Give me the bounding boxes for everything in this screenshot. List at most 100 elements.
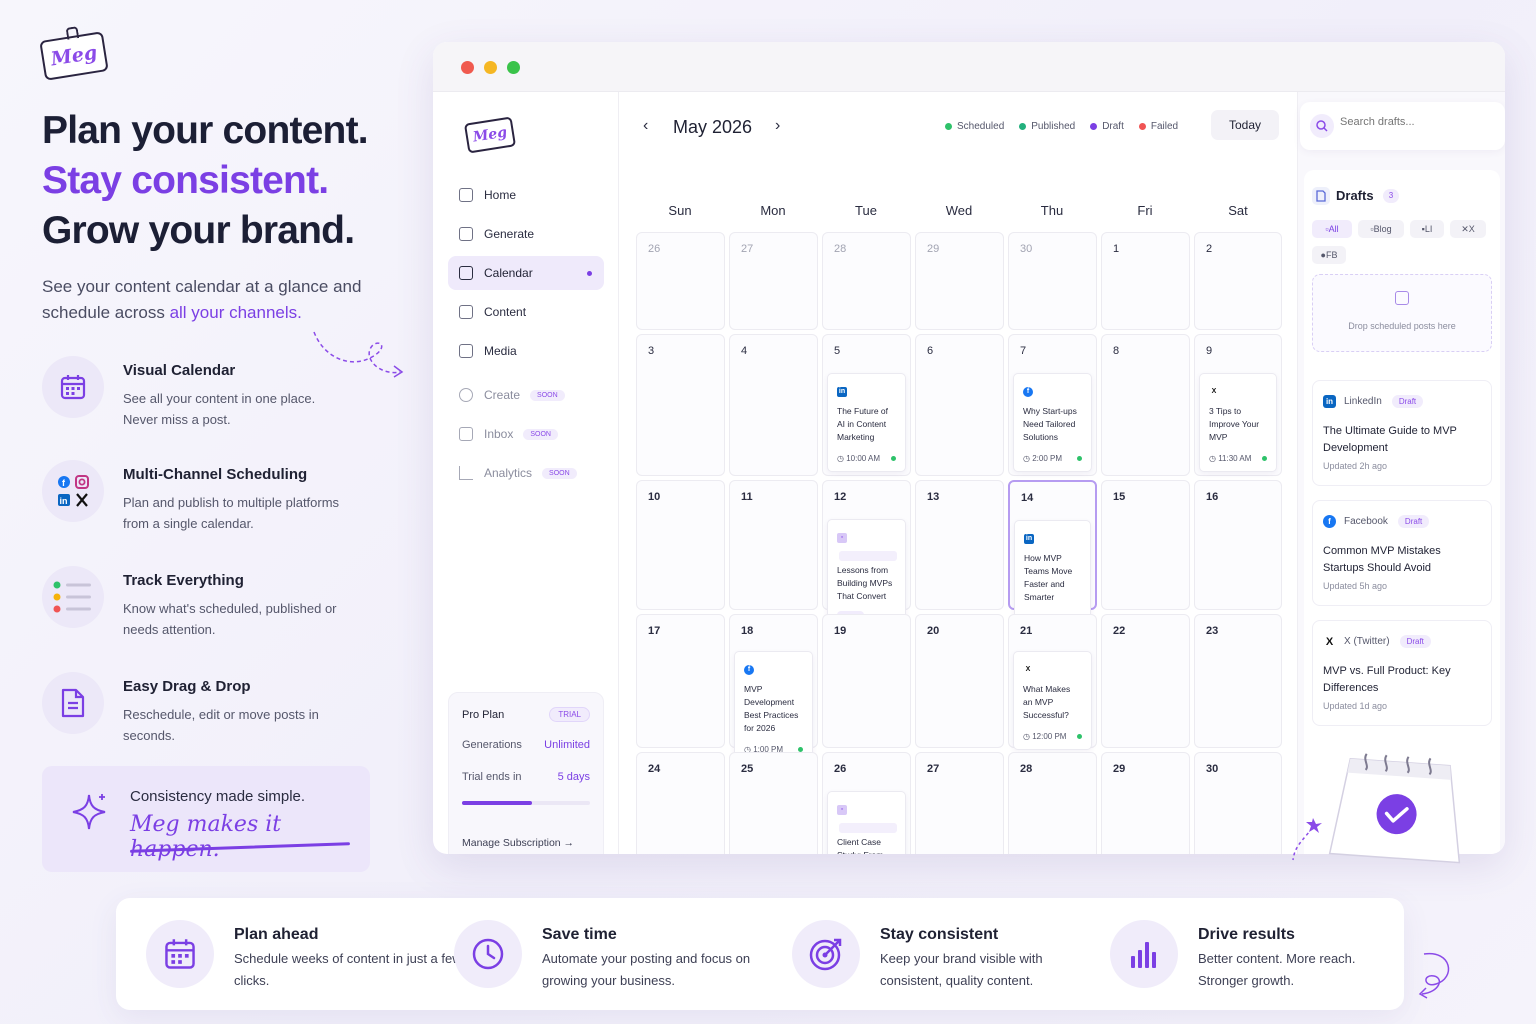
maximize-window-button[interactable] (507, 61, 520, 74)
search-box (1300, 102, 1505, 150)
sidebar-item-home[interactable]: Home (448, 178, 604, 212)
post-card[interactable]: X 3 Tips to Improve Your MVP ◷ 11:30 AM (1199, 373, 1277, 472)
calendar-day-cell[interactable]: 4 (729, 334, 818, 476)
hero-line-3: Grow your brand. (42, 209, 355, 252)
post-time: ◷ 11:30 AM (1209, 452, 1267, 465)
calendar-day-cell[interactable]: 16 (1194, 480, 1282, 610)
filter-x[interactable]: ✕ X (1450, 220, 1486, 238)
legend-label: Published (1031, 121, 1076, 132)
sidebar-item-content[interactable]: Content (448, 295, 604, 329)
platform-icon: X (1325, 635, 1334, 648)
calendar-day-cell[interactable]: 29 (1101, 752, 1190, 854)
day-number: 21 (1020, 625, 1033, 637)
manage-subscription-link[interactable]: Manage Subscription → (462, 837, 575, 849)
status-list-icon (42, 566, 104, 628)
calendar-day-cell[interactable]: 25 (729, 752, 818, 854)
post-card[interactable]: X What Makes an MVP Successful? ◷ 12:00 PM (1013, 651, 1092, 750)
calendar-day-cell[interactable]: 7 f Why Start-ups Need Tailored Solutions ◷… (1008, 334, 1097, 476)
sidebar-item-media[interactable]: Media (448, 334, 604, 368)
content-icon (459, 305, 473, 319)
calendar-day-cell[interactable]: 18 f MVP Development Best Practices for 20… (729, 614, 818, 763)
calendar-day-cell[interactable]: 27 (915, 752, 1004, 854)
calendar-icon (1395, 291, 1409, 305)
draft-card[interactable]: in LinkedIn Draft The Ultimate Guide to MVP… (1312, 380, 1492, 486)
day-number: 5 (834, 345, 841, 357)
feature-title: Multi-Channel Scheduling (123, 466, 308, 483)
linkedin-icon: in (837, 386, 847, 397)
draft-placeholder-bar (839, 822, 897, 833)
sidebar-item-analytics[interactable]: Analytics SOON (448, 456, 604, 490)
close-window-button[interactable] (461, 61, 474, 74)
calendar-day-cell[interactable]: 2 (1194, 232, 1282, 330)
legend-label: Scheduled (957, 121, 1005, 132)
calendar-day-cell[interactable]: 26▫Client Case Study: From Idea to MVPDr… (822, 752, 911, 854)
calendar-day-cell[interactable]: 1 (1101, 232, 1190, 330)
filter-blog[interactable]: ▫ Blog (1358, 220, 1404, 238)
prev-month-button[interactable]: ‹ (643, 117, 649, 134)
sidebar-item-calendar[interactable]: Calendar (448, 256, 604, 290)
calendar-day-cell[interactable]: 30 (1194, 752, 1282, 854)
benefits-bar: Plan ahead Schedule weeks of content in … (116, 898, 1404, 1010)
calendar-day-cell[interactable]: 30 (1008, 232, 1097, 330)
clock-icon-time: 10:00 AM (846, 453, 881, 463)
next-month-button[interactable]: › (775, 117, 781, 134)
sidebar-logo-text: Meg (471, 124, 509, 146)
calendar-day-cell[interactable]: 28 (822, 232, 911, 330)
draft-card-header: X X (Twitter) Draft (1323, 635, 1431, 648)
calendar-day-cell[interactable]: 27 (729, 232, 818, 330)
post-card[interactable]: f MVP Development Best Practices for 2026… (734, 651, 813, 763)
calendar-day-cell[interactable]: 12 ▫ Lessons from Building MVPs That Conve… (822, 480, 911, 633)
calendar-day-cell[interactable]: 17 (636, 614, 725, 748)
calendar-day-cell[interactable]: 15 (1101, 480, 1190, 610)
sidebar-logo[interactable]: Meg (463, 116, 517, 154)
filter-label: LI (1424, 224, 1433, 234)
filter-linkedin[interactable]: ▪ LI (1410, 220, 1444, 238)
post-card[interactable]: in The Future of AI in Content Marketing ◷… (827, 373, 906, 472)
calendar-day-cell[interactable]: 6 (915, 334, 1004, 476)
calendar-day-cell[interactable]: 10 (636, 480, 725, 610)
sidebar-item-create[interactable]: Create SOON (448, 378, 604, 412)
calendar-day-cell[interactable]: 9 X 3 Tips to Improve Your MVP ◷ 11:30 AM (1194, 334, 1282, 476)
sidebar-item-label: Inbox (484, 427, 514, 441)
day-number: 6 (927, 345, 934, 357)
filter-facebook[interactable]: ● FB (1312, 246, 1346, 264)
post-card[interactable]: f Why Start-ups Need Tailored Solutions ◷ … (1013, 373, 1092, 472)
calendar-day-cell[interactable]: 20 (915, 614, 1004, 748)
calendar-day-cell[interactable]: 21 X What Makes an MVP Successful? ◷ 12:00 … (1008, 614, 1097, 750)
calendar-day-cell[interactable]: 14 in How MVP Teams Move Faster and Smarte… (1008, 480, 1097, 632)
day-number: 2 (1206, 243, 1213, 255)
calendar-day-cell[interactable]: 19 (822, 614, 911, 748)
home-icon (459, 188, 473, 202)
calendar-day-cell[interactable]: 24 (636, 752, 725, 854)
day-number: 13 (927, 491, 940, 503)
decorative-loop-arrow-icon (1418, 953, 1450, 999)
draft-card[interactable]: X X (Twitter) Draft MVP vs. Full Product: K… (1312, 620, 1492, 726)
filter-all[interactable]: ▫ All (1312, 220, 1352, 238)
search-icon (1310, 114, 1334, 138)
status-legend: Scheduled Published Draft Failed (945, 121, 1178, 132)
calendar-day-cell[interactable]: 29 (915, 232, 1004, 330)
calendar-day-cell[interactable]: 3 (636, 334, 725, 476)
sidebar-item-generate[interactable]: Generate (448, 217, 604, 251)
calendar-day-cell[interactable]: 28 (1008, 752, 1097, 854)
calendar-day-cell[interactable]: 13 (915, 480, 1004, 610)
today-button[interactable]: Today (1211, 110, 1279, 140)
clock-icon: ◷ (1209, 453, 1219, 463)
calendar-day-cell[interactable]: 5 in The Future of AI in Content Marketing… (822, 334, 911, 476)
calendar-day-cell[interactable]: 22 (1101, 614, 1190, 748)
calendar-day-cell[interactable]: 8 (1101, 334, 1190, 476)
calendar-day-cell[interactable]: 11 (729, 480, 818, 610)
search-input[interactable] (1340, 116, 1490, 128)
drop-zone[interactable]: Drop scheduled posts here (1312, 274, 1492, 352)
calendar-day-cell[interactable]: 23 (1194, 614, 1282, 748)
post-card[interactable]: ▫Client Case Study: From Idea to MVPDraf… (827, 791, 906, 854)
draft-card[interactable]: f Facebook Draft Common MVP Mistakes Startu… (1312, 500, 1492, 606)
sidebar-item-inbox[interactable]: Inbox SOON (448, 417, 604, 451)
minimize-window-button[interactable] (484, 61, 497, 74)
draft-title: Common MVP Mistakes Startups Should Avoi… (1323, 545, 1441, 574)
calendar-day-cell[interactable]: 26 (636, 232, 725, 330)
draft-title: The Ultimate Guide to MVP Development (1323, 425, 1457, 454)
weekday-label: Sun (668, 203, 692, 218)
svg-text:f: f (62, 478, 66, 488)
draft-card-header: in LinkedIn Draft (1323, 395, 1424, 408)
